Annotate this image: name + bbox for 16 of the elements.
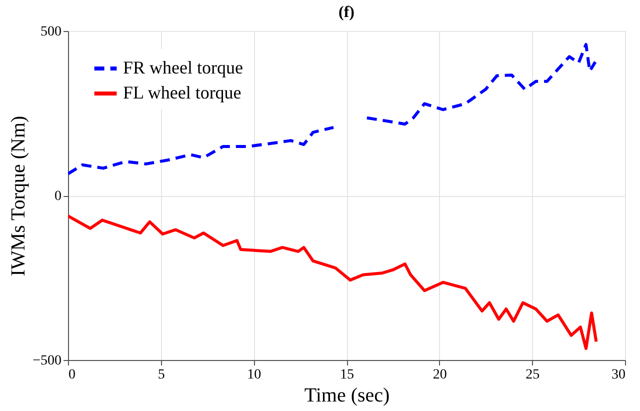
legend-label: FL wheel torque bbox=[123, 82, 242, 102]
y-axis-title: IWMs Torque (Nm) bbox=[8, 116, 30, 276]
y-tick-label: −500 bbox=[32, 354, 62, 368]
y-tick-label: 0 bbox=[54, 189, 62, 204]
chart-title: (f) bbox=[338, 4, 354, 21]
line-series bbox=[68, 214, 598, 350]
y-tick-label: 500 bbox=[40, 24, 62, 40]
x-tick-label: 30 bbox=[612, 368, 626, 382]
x-tick-label: 25 bbox=[526, 368, 540, 382]
x-axis-title: Time (sec) bbox=[304, 384, 390, 406]
x-tick-label: 20 bbox=[432, 368, 447, 382]
x-tick-label: 15 bbox=[340, 368, 354, 382]
x-tick-label: 5 bbox=[158, 368, 165, 382]
x-tick-label: 0 bbox=[68, 368, 76, 382]
x-tick-label: 10 bbox=[247, 368, 262, 382]
legend-label: FR wheel torque bbox=[123, 58, 243, 78]
